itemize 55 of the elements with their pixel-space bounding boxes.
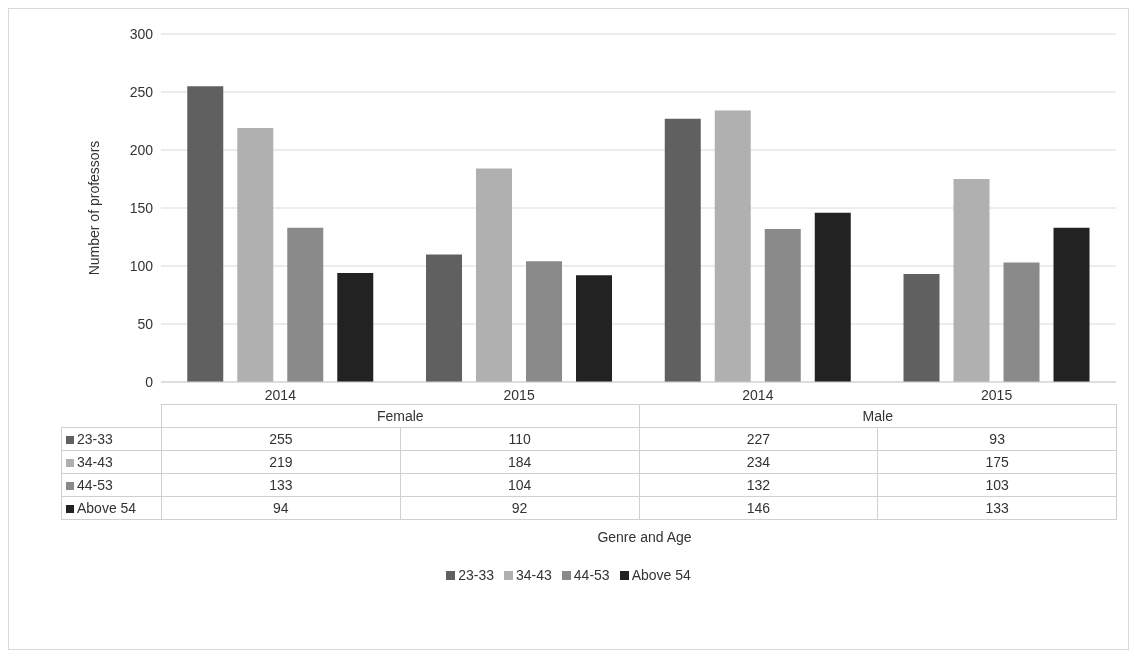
text: Above 54 <box>77 500 137 516</box>
data-label: 255 <box>161 427 401 451</box>
legend-label: 34-43 <box>61 450 162 474</box>
data-label: 94 <box>161 496 401 520</box>
y-tick-label: 0 <box>145 373 154 390</box>
bar <box>953 179 990 382</box>
bar <box>526 261 563 382</box>
data-label: 184 <box>400 450 639 474</box>
legend-label: Above 54 <box>630 567 691 583</box>
y-tick-label: 300 <box>129 25 154 42</box>
bar <box>576 275 613 382</box>
data-label: 110 <box>400 427 639 451</box>
bar <box>476 168 513 382</box>
y-tick-label: 200 <box>129 141 154 158</box>
bar <box>1053 227 1090 382</box>
data-label: 133 <box>161 473 401 497</box>
data-label: 104 <box>400 473 639 497</box>
text: Male <box>639 404 1117 428</box>
bar <box>814 212 851 382</box>
data-label: 219 <box>161 450 401 474</box>
y-tick-label: 250 <box>129 83 154 100</box>
legend-label: 23-33 <box>61 427 162 451</box>
data-label: 234 <box>639 450 878 474</box>
bar <box>287 227 324 382</box>
data-label: 132 <box>639 473 878 497</box>
data-label: 133 <box>877 496 1117 520</box>
bar <box>903 274 940 382</box>
bar <box>337 272 374 382</box>
text: 34-43 <box>516 567 552 583</box>
y-tick-label: 150 <box>129 199 154 216</box>
data-label: 146 <box>639 496 878 520</box>
data-label: 93 <box>877 427 1117 451</box>
bar <box>1003 262 1040 382</box>
text: 23-33 <box>458 567 494 583</box>
y-tick-label: 100 <box>129 257 154 274</box>
bar <box>187 86 224 382</box>
x-tick-label: 2015 <box>981 386 1013 403</box>
bar <box>237 127 274 382</box>
data-label: 103 <box>877 473 1117 497</box>
x-tick-label: 2014 <box>742 386 774 403</box>
text: 44-53 <box>77 477 113 493</box>
text: Genre and Age <box>596 529 693 545</box>
y-tick-label: 50 <box>137 315 154 332</box>
bar <box>664 118 701 382</box>
bar <box>426 254 463 382</box>
data-label: 227 <box>639 427 878 451</box>
bar <box>714 110 751 382</box>
y-axis-title: Number of professors <box>85 140 102 276</box>
legend-label: 44-53 <box>572 567 610 583</box>
data-label: 92 <box>400 496 639 520</box>
x-tick-label: 2014 <box>264 386 297 403</box>
data-label: 175 <box>877 450 1117 474</box>
text: Female <box>161 404 639 428</box>
x-tick-label: 2015 <box>503 386 535 403</box>
bar <box>764 228 801 382</box>
